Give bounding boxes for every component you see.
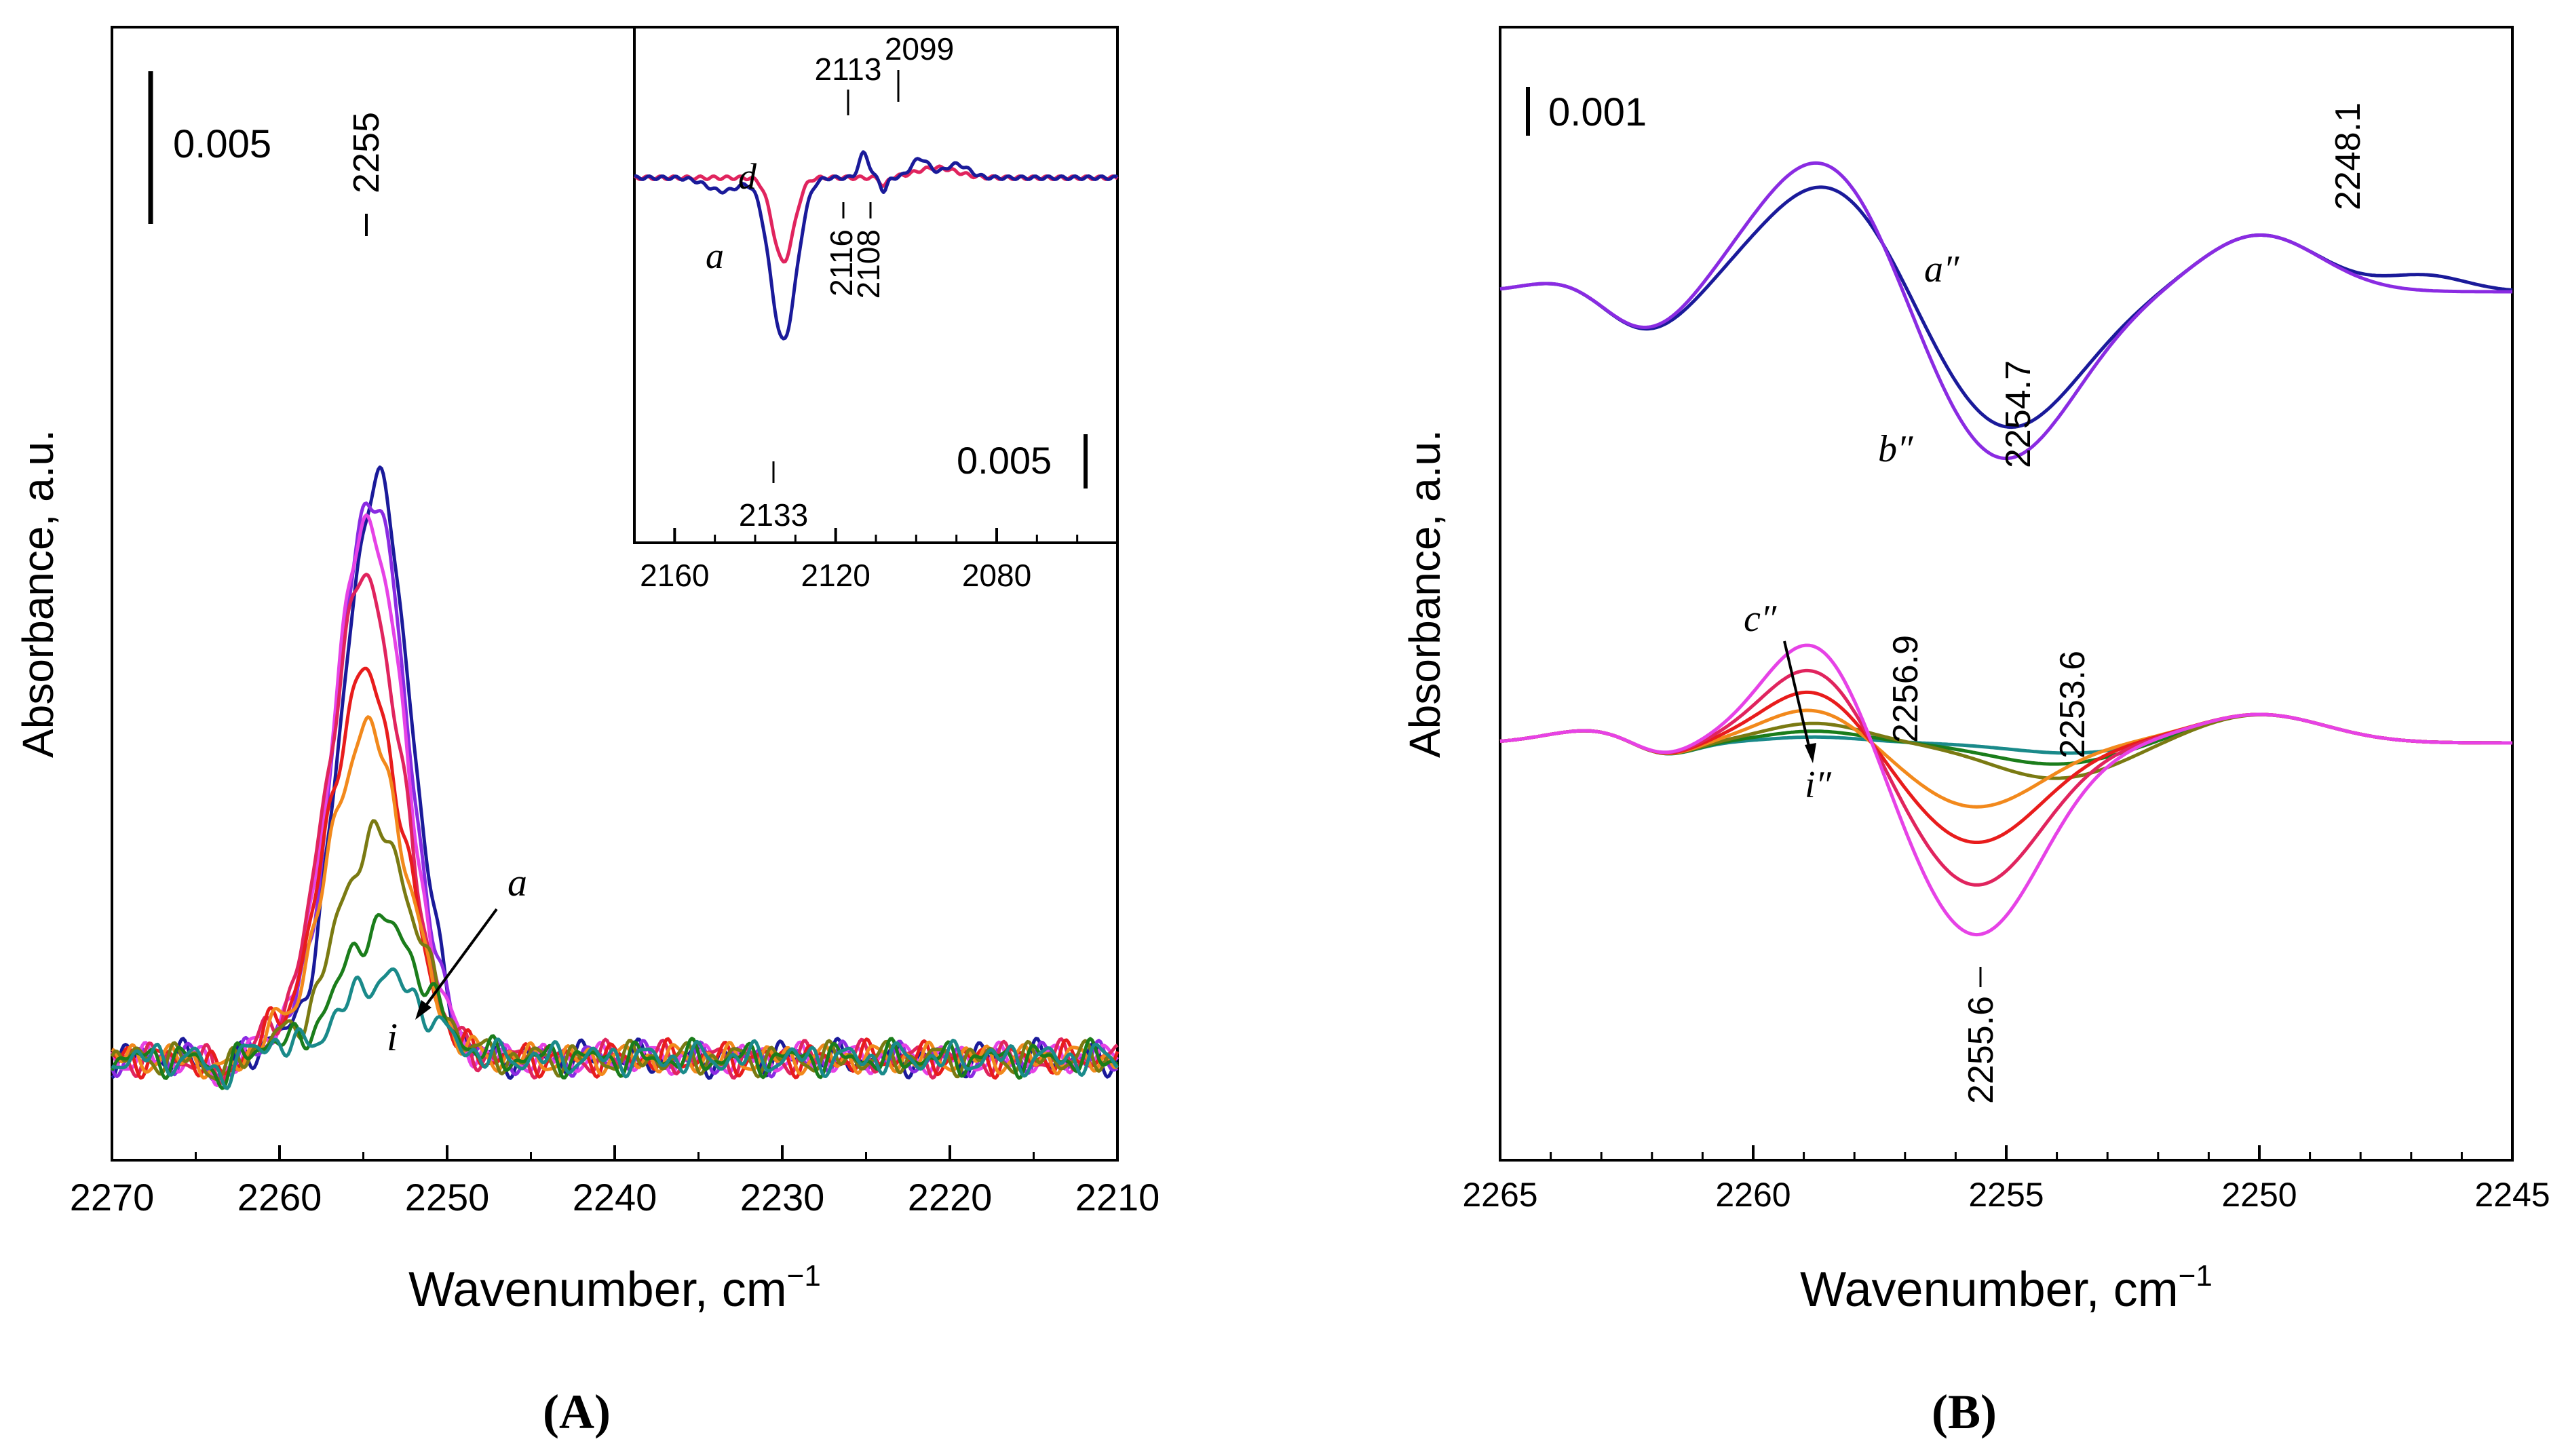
panel-a-x-axis-label-sup: −1 [787, 1259, 821, 1292]
inset-frame [633, 26, 1119, 544]
panel-b-x-ticks: 2265 2260 2255 2250 2245 [1462, 1145, 2550, 1214]
panel-b-curve-label-a2: a″ [1924, 248, 1959, 290]
panel-b-series-d″-curve [1499, 668, 2512, 887]
series-c-curve [110, 513, 1119, 1087]
panel-b-curve-label-c2: c″ [1744, 598, 1777, 640]
panel-b-tick-label: 2250 [2221, 1176, 2297, 1214]
inset-scale-bar-label: 0.005 [957, 439, 1052, 482]
inset-peak-label-2108: 2108 [851, 229, 886, 299]
inset-peak-label-2133: 2133 [739, 497, 808, 533]
series-e-curve [111, 666, 1119, 1080]
inset-peak-label-2113: 2113 [815, 52, 882, 87]
inset-x-ticks: 2160 2120 2080 [633, 528, 1119, 593]
panel-b-peak-label-2248-1: 2248.1 [2329, 102, 2368, 210]
inset: 2160 2120 2080 0.005 2113 2099 2116 2108 2… [633, 26, 1119, 593]
panel-b-peak-label-2255-6: 2255.6 [1961, 996, 2001, 1104]
panel-a-tick-label: 2220 [908, 1176, 993, 1219]
panel-b-x-axis-label-sup: −1 [2179, 1259, 2213, 1292]
panel-b-series-a″-curve [1499, 185, 2513, 429]
panel-a-arrow-label-a: a [508, 860, 527, 904]
panel-a-arrow-label-i: i [387, 1015, 398, 1059]
inset-curve-label-a: a [706, 235, 724, 276]
panel-a-tick-label: 2270 [70, 1176, 155, 1219]
inset-tick-label: 2120 [801, 558, 870, 593]
series-i-curve [111, 967, 1119, 1090]
panel-a-curves [110, 465, 1119, 1090]
panel-b-x-axis-label-text: Wavenumber, cm [1800, 1263, 2179, 1317]
panel-a-x-axis-label: Wavenumber, cm−1 [408, 1259, 821, 1317]
panel-label-a: (A) [543, 1385, 611, 1439]
panel-b-arrow [1783, 640, 1812, 752]
panel-b-peak-label-2253-6: 2253.6 [2053, 651, 2092, 759]
panel-b-series-e″-curve [1499, 690, 2512, 844]
panel-a-x-axis-label-text: Wavenumber, cm [408, 1263, 787, 1317]
panel-b-curves [1499, 161, 2513, 937]
inset-tick-label: 2080 [962, 558, 1031, 593]
panel-b-series-c″-curve [1499, 643, 2512, 937]
panel-a-tick-label: 2210 [1075, 1176, 1160, 1219]
panel-b-tick-label: 2255 [1968, 1176, 2044, 1214]
series-d-curve [111, 573, 1119, 1086]
series-h-curve [110, 913, 1119, 1090]
panel-b-tick-label: 2265 [1462, 1176, 1537, 1214]
panel-b-tick-label: 2245 [2474, 1176, 2550, 1214]
series-g-curve [110, 819, 1119, 1081]
panel-a-y-axis-label: Absorbance, a.u. [14, 429, 62, 758]
panel-a-arrow [422, 908, 498, 1010]
inset-series-a-curve [634, 150, 1119, 341]
panel-a-scale-bar-label: 0.005 [173, 122, 271, 166]
panel-b-x-axis-label: Wavenumber, cm−1 [1800, 1259, 2213, 1317]
panel-a-tick-label: 2230 [740, 1176, 825, 1219]
panel-b-series-h″-curve [1499, 712, 2512, 766]
panel-a-x-ticks: 2270 2260 2250 2240 2230 2220 2210 [70, 1145, 1160, 1219]
panel-b: 2265 2260 2255 2250 2245 Absorbance, a.u. Wa… [1400, 26, 2550, 1317]
panel-b-arrow-head [1805, 743, 1816, 763]
panel-b-y-axis-label: Absorbance, a.u. [1400, 429, 1449, 758]
panel-b-tick-label: 2260 [1715, 1176, 1791, 1214]
panel-b-peak-label-2254-7: 2254.7 [1999, 360, 2038, 468]
series-f-curve [111, 715, 1119, 1080]
panel-a-peak-label-2255: 2255 [346, 112, 387, 193]
inset-peak-label-2116: 2116 [824, 229, 859, 296]
panel-label-b: (B) [1932, 1385, 1997, 1439]
panel-b-series-b″-curve [1499, 161, 2512, 461]
panel-b-series-g″-curve [1499, 712, 2512, 780]
panel-a-tick-label: 2260 [237, 1176, 322, 1219]
inset-curve-label-d: d [738, 156, 757, 197]
panel-a-arrow-head [415, 1000, 432, 1020]
panel-b-scale-bar-label: 0.001 [1548, 90, 1647, 134]
panel-a-tick-label: 2240 [573, 1176, 657, 1219]
panel-b-peak-label-2256-9: 2256.9 [1886, 635, 1926, 743]
panel-b-curve-label-b2: b″ [1878, 428, 1913, 470]
inset-tick-label: 2160 [640, 558, 709, 593]
inset-curves [633, 150, 1119, 341]
inset-peak-label-2099: 2099 [885, 31, 954, 66]
panel-b-curve-label-i2: i″ [1805, 764, 1832, 806]
panel-a-tick-label: 2250 [405, 1176, 490, 1219]
panel-a: 2270 2260 2250 2240 2230 2220 2210 Absorbance,… [14, 26, 1160, 1317]
